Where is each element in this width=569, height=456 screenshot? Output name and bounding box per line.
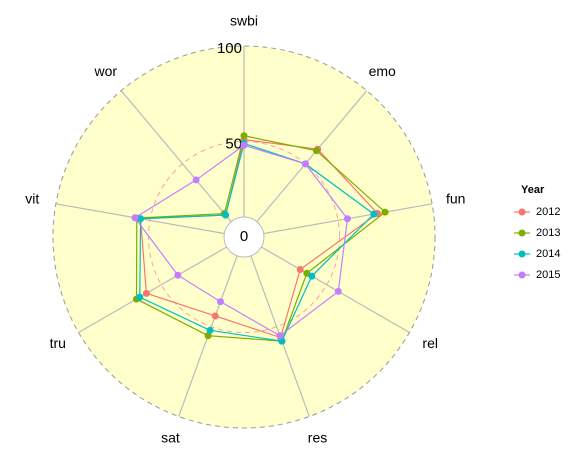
axis-label: emo [369,63,396,79]
point [240,132,248,140]
point [296,265,304,273]
point [142,289,150,297]
axis-line [78,236,245,334]
axis-label: vit [25,190,39,206]
point [216,298,224,306]
point [334,287,342,295]
axis-line [243,203,433,238]
grid-circle [148,141,340,333]
point [222,211,230,219]
point [301,160,309,168]
point [204,332,212,340]
point [206,326,214,334]
point [240,141,248,149]
point [278,337,286,345]
legend-label: 2015 [536,269,560,281]
series-line [139,142,375,342]
tick-label: 100 [217,40,242,57]
legend-marker [518,250,526,258]
grid-circle [52,45,436,429]
point [276,332,284,340]
point [381,208,389,216]
axis-label: sat [161,430,180,446]
axis-label: rel [422,335,438,351]
point [174,271,182,279]
legend-marker [518,229,526,237]
axis-line [243,236,310,417]
tick-label: 0 [240,228,248,245]
point [131,214,139,222]
tick-label: 50 [225,135,242,152]
axis-label: swbi [230,13,258,29]
point [308,272,316,280]
series-line [134,144,349,337]
legend-label: 2014 [536,248,560,260]
point [370,210,378,218]
point [192,176,200,184]
legend-marker [518,271,526,279]
axis-label: fun [446,190,465,206]
axis-label: res [308,430,327,446]
legend-title: Year [521,184,545,196]
point [312,147,320,155]
axis-label: tru [50,335,66,351]
legend-label: 2013 [536,227,560,239]
center-disc [223,216,265,258]
point [211,312,219,320]
point [136,293,144,301]
point [137,215,145,223]
series-line [135,135,387,342]
legend-marker [518,208,526,216]
point [343,215,351,223]
axis-label: wor [94,63,118,79]
legend-label: 2012 [536,206,560,218]
